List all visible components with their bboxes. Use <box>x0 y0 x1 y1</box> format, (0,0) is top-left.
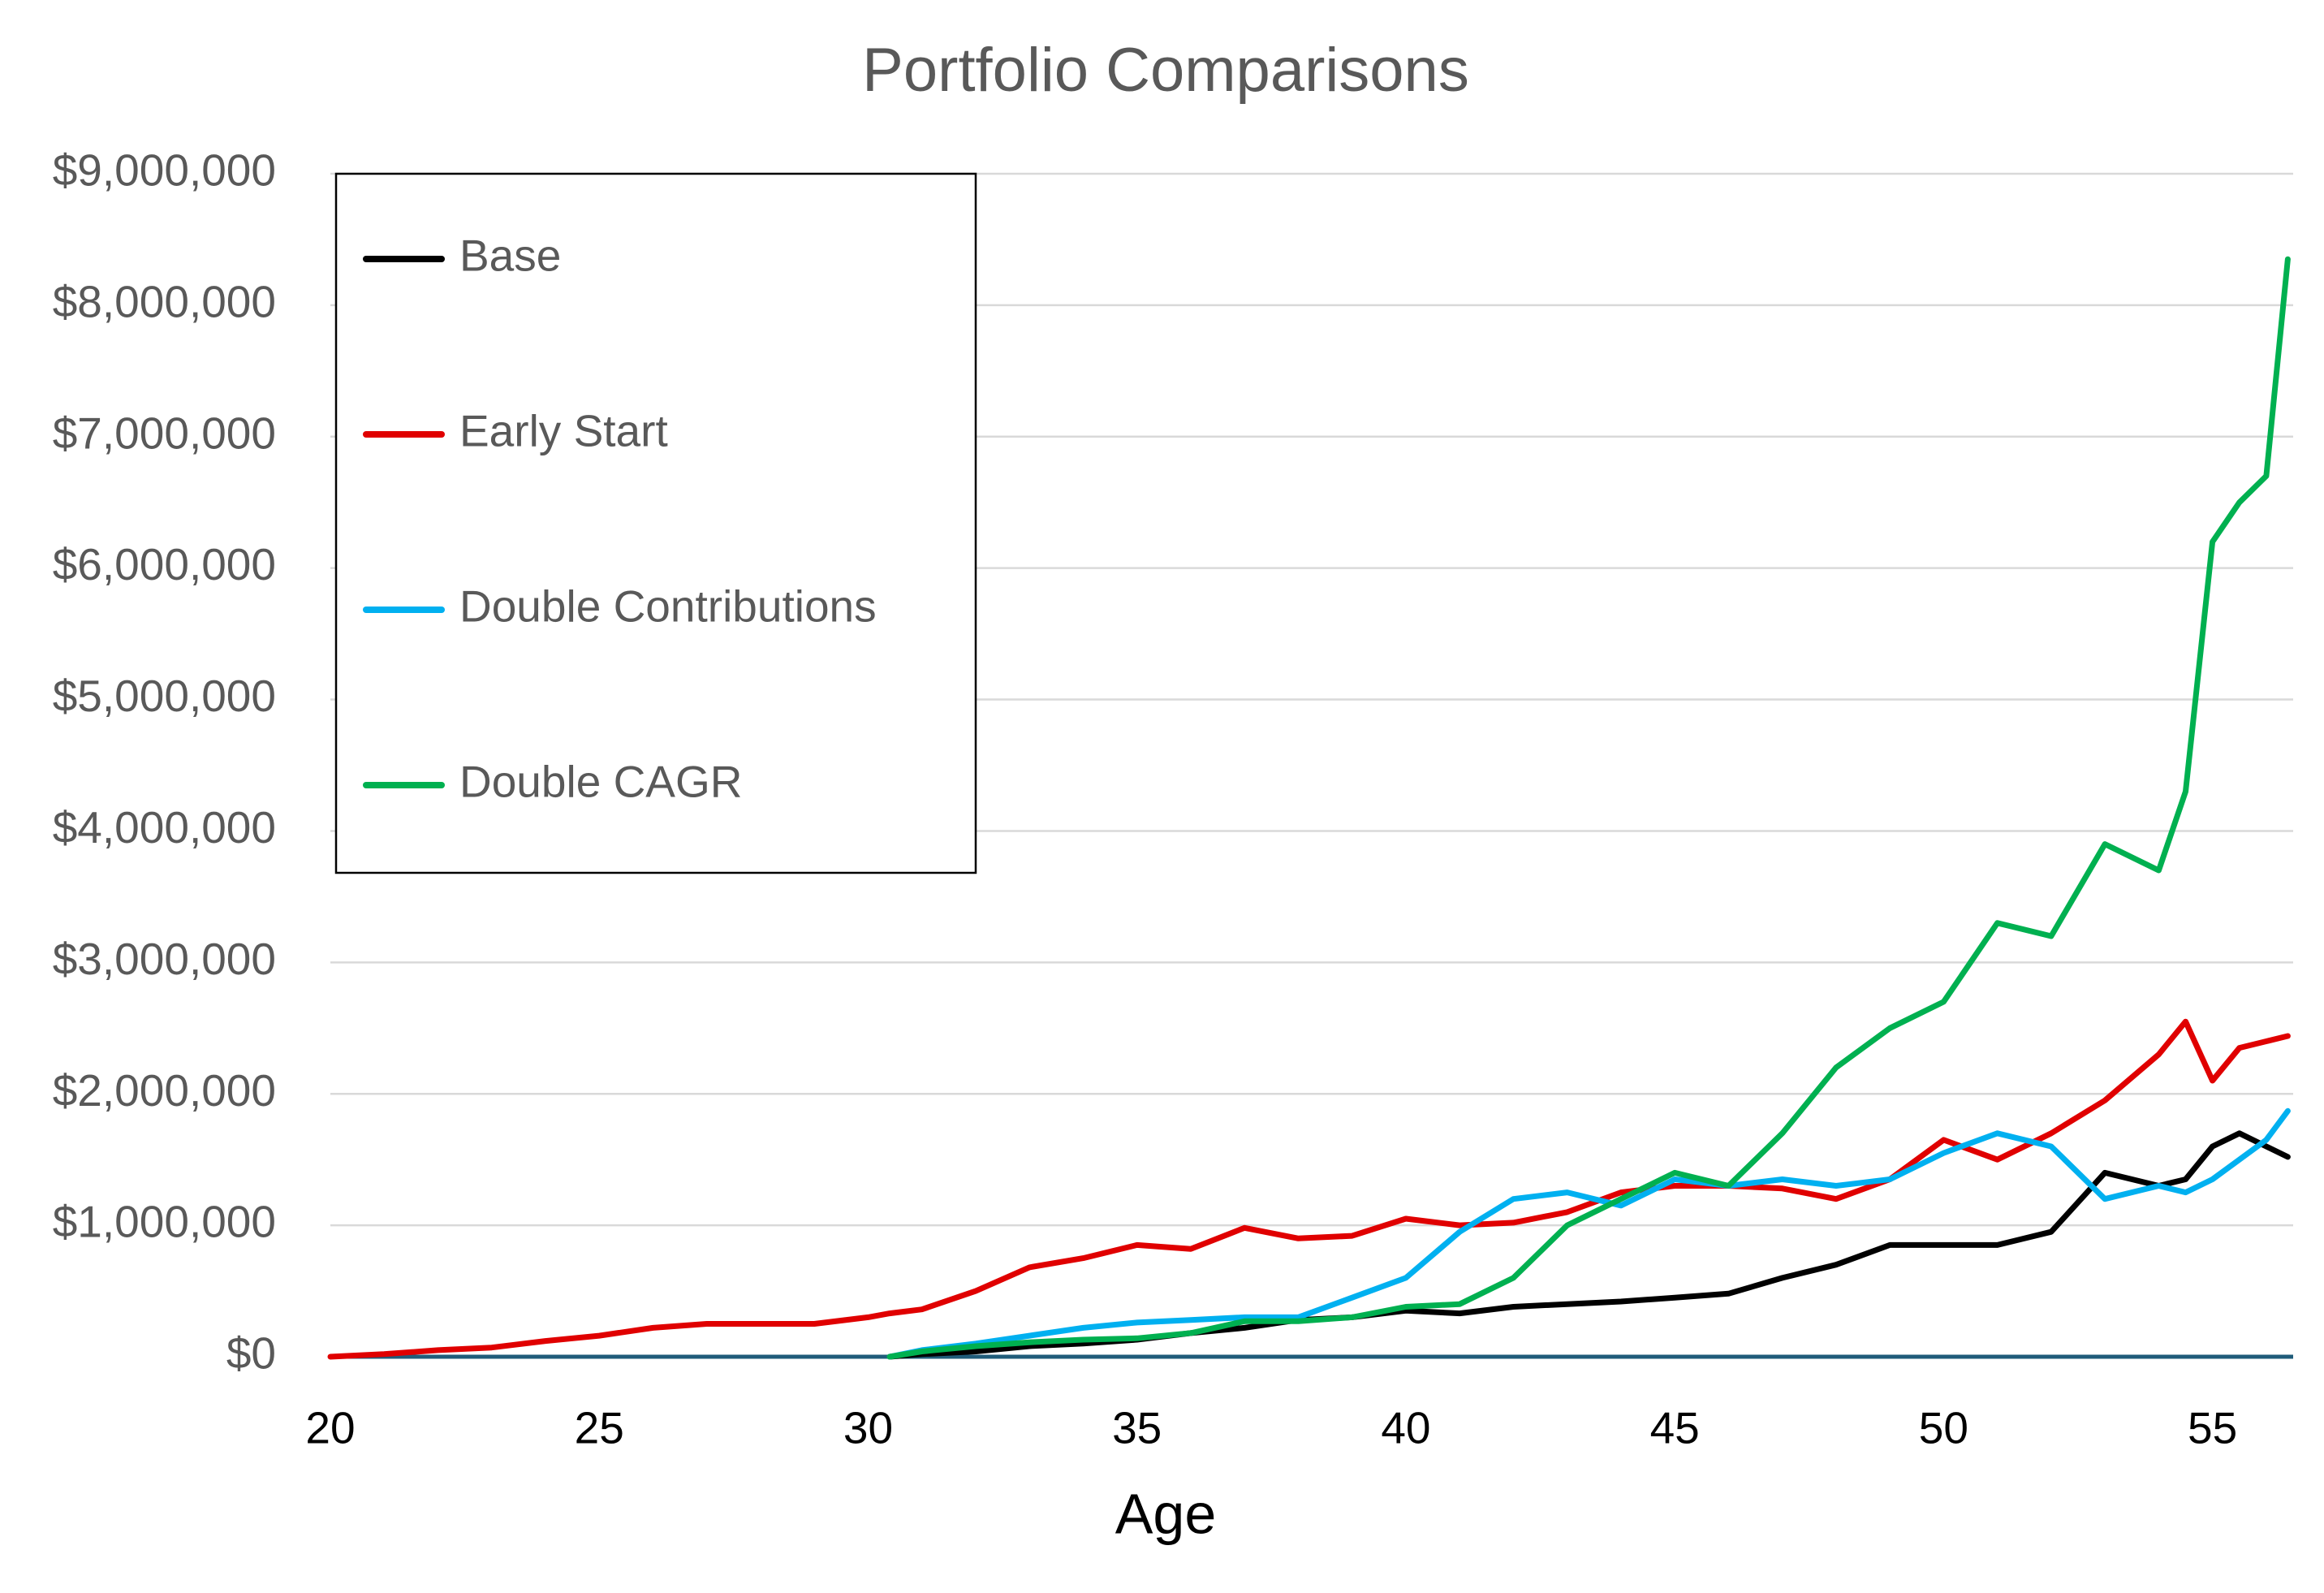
x-tick-label: 35 <box>1112 1403 1162 1453</box>
y-tick-label: $0 <box>226 1328 276 1379</box>
series-line <box>886 256 2291 1360</box>
x-tick-label: 45 <box>1650 1403 1700 1453</box>
plot-area: $0 $1,000,000 $2,000,000 $3,000,000 $4,000,0… <box>53 145 2293 1453</box>
x-tick-label: 25 <box>575 1403 624 1453</box>
x-tick-label: 30 <box>843 1403 893 1453</box>
x-tick-label: 40 <box>1381 1403 1430 1453</box>
x-axis-label: Age <box>1115 1482 1217 1545</box>
series-line <box>886 1107 2291 1360</box>
x-tick-label: 55 <box>2188 1403 2237 1453</box>
y-tick-label: $6,000,000 <box>53 539 276 589</box>
y-tick-label: $7,000,000 <box>53 408 276 458</box>
x-tick-label: 50 <box>1919 1403 1968 1453</box>
y-tick-label: $5,000,000 <box>53 671 276 721</box>
series-line <box>327 1018 2291 1360</box>
y-tick-label: $3,000,000 <box>53 934 276 984</box>
legend-label: Base <box>459 231 561 281</box>
legend-box <box>334 172 977 874</box>
legend-label: Early Start <box>459 406 668 456</box>
legend-label: Double CAGR <box>459 757 742 807</box>
legend: Base Early Start Double Contributions Doubl… <box>334 172 977 874</box>
legend-label: Double Contributions <box>459 581 877 632</box>
y-tick-label: $8,000,000 <box>53 276 276 326</box>
y-tick-label: $2,000,000 <box>53 1065 276 1116</box>
y-tick-label: $1,000,000 <box>53 1197 276 1247</box>
y-tick-label: $9,000,000 <box>53 145 276 196</box>
chart-title: Portfolio Comparisons <box>862 36 1469 105</box>
y-tick-label: $4,000,000 <box>53 802 276 853</box>
x-tick-label: 20 <box>305 1403 355 1453</box>
